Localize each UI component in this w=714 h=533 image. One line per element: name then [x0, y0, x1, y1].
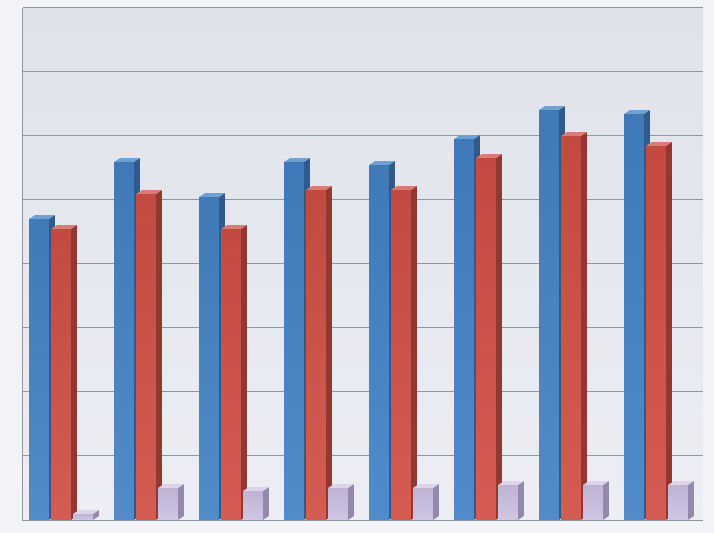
series-2-bar [51, 229, 71, 520]
series-1-bar [29, 219, 49, 520]
series-2-bar [136, 194, 156, 520]
series-2-bar [221, 229, 241, 520]
series-1-bar [624, 114, 644, 520]
bar-group [193, 8, 278, 520]
series-2-bar [561, 136, 581, 520]
series-2-bar [391, 190, 411, 520]
bar-group [108, 8, 193, 520]
series-3-bar [243, 491, 263, 520]
series-3-bar [668, 485, 688, 520]
series-1-bar [369, 165, 389, 520]
bar-group [363, 8, 448, 520]
series-3-bar [328, 488, 348, 520]
bar-group [448, 8, 533, 520]
series-3-bar [583, 485, 603, 520]
series-1-bar [199, 197, 219, 520]
series-1-bar [114, 162, 134, 520]
series-2-bar [306, 190, 326, 520]
series-2-bar [476, 158, 496, 520]
series-3-bar [413, 488, 433, 520]
series-3-bar [73, 514, 93, 520]
series-3-bar [498, 485, 518, 520]
series-3-bar [158, 488, 178, 520]
bar-group [278, 8, 363, 520]
bar-group [533, 8, 618, 520]
plot-area [22, 8, 703, 521]
series-1-bar [454, 139, 474, 520]
bar-group [618, 8, 703, 520]
bar-group [23, 8, 108, 520]
series-1-bar [284, 162, 304, 520]
series-1-bar [539, 110, 559, 520]
series-2-bar [646, 146, 666, 520]
